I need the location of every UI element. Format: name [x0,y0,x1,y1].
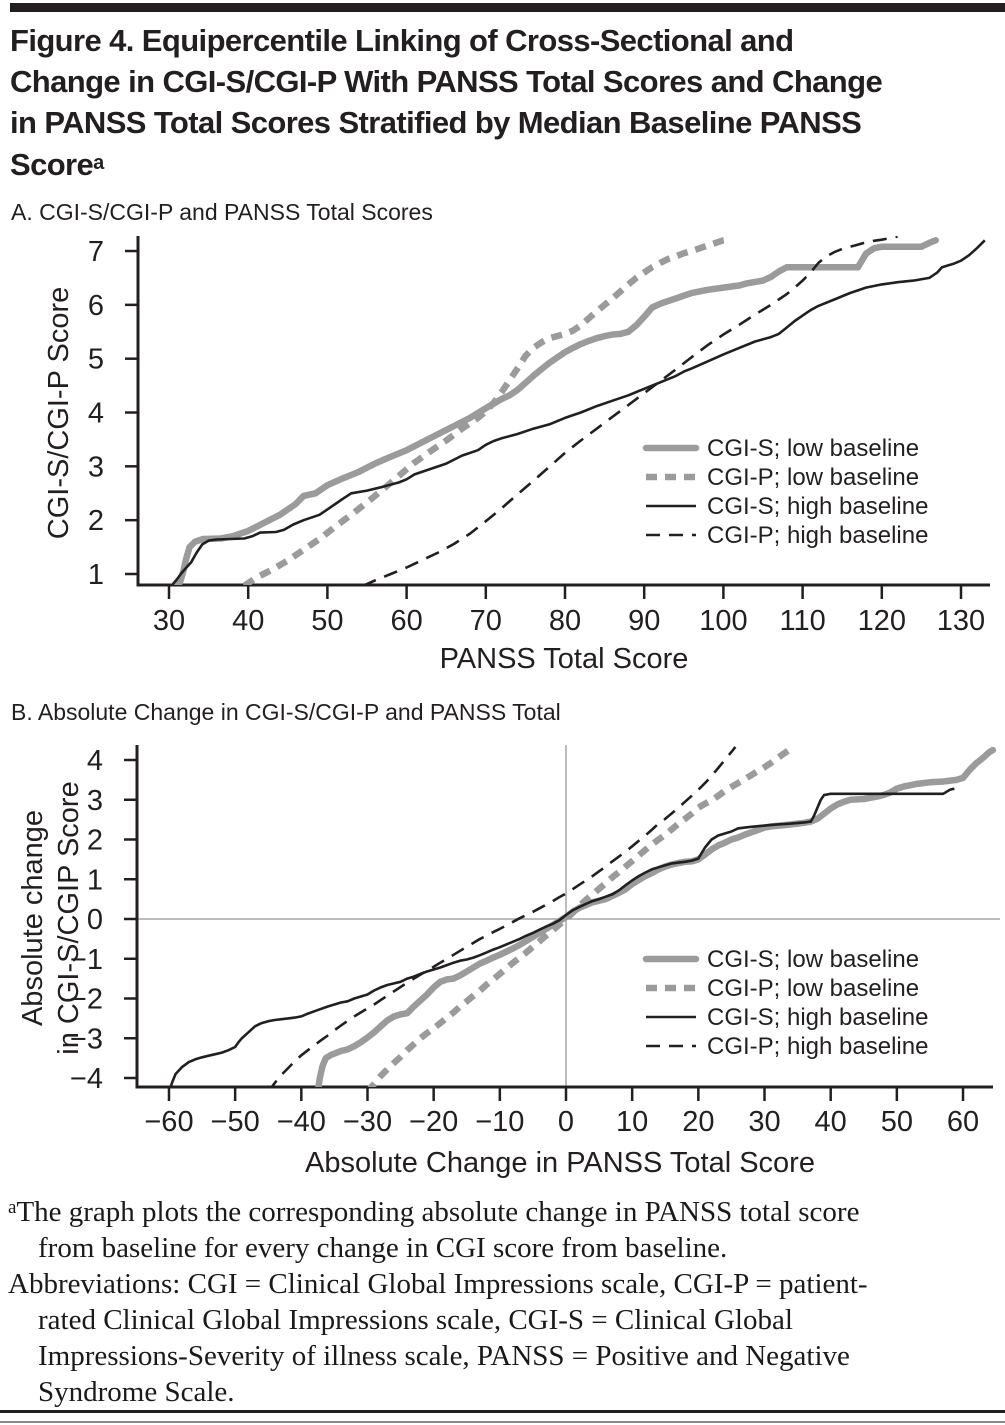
x-tick-label: 50 [881,1106,913,1138]
y-tick-label: 2 [87,825,103,857]
panel-b-x-axis-title: Absolute Change in PANSS Total Score [305,1147,815,1179]
legend-label-cgis-low: CGI-S; low baseline [707,946,919,973]
x-tick-label: 70 [470,605,502,637]
panel-a-y-axis-title: CGI-S/CGI-P Score [43,287,75,539]
figure-title-line2: Change in CGI-S/CGI-P With PANSS Total S… [10,64,883,99]
x-tick-label: −60 [144,1106,193,1138]
legend-label-cgip-low: CGI-P; low baseline [707,464,919,491]
y-tick-label: −3 [70,1023,103,1055]
x-tick-label: 60 [947,1106,979,1138]
x-tick-label: 60 [390,605,422,637]
figure-title-line1: Figure 4. Equipercentile Linking of Cros… [10,23,794,58]
panel-b-legend: CGI-S; low baseline CGI-P; low baseline … [642,946,928,1060]
panel-a-line-cgip-high [362,236,898,585]
y-tick-label: 3 [87,785,103,817]
panel-a-ticks: 30 40 50 60 70 80 90 100 110 120 130 1 2 3 4 5 6 7 [88,236,985,637]
panel-b-subtitle: B. Absolute Change in CGI-S/CGI-P and PA… [11,699,561,725]
y-tick-label: 7 [88,236,104,268]
y-tick-label: 1 [88,559,104,591]
y-tick-label: 4 [88,398,104,430]
y-tick-label: 5 [88,344,104,376]
panel-b-line-cgip-low [367,746,793,1087]
panel-a-axes [136,236,990,587]
legend-label-cgis-low: CGI-S; low baseline [707,435,919,462]
y-tick-label: −1 [70,944,103,976]
x-tick-label: −30 [343,1106,392,1138]
figure-title-superscript: a [93,152,104,174]
panel-b-y-axis-title-line2: in CGI-S/CGIP Score [53,781,85,1054]
x-tick-label: −20 [409,1106,458,1138]
x-tick-label: −40 [277,1106,326,1138]
x-tick-label: 20 [682,1106,714,1138]
panel-b-line-cgip-high [270,746,737,1087]
panel-b-axes [135,745,993,1089]
y-tick-label: −4 [70,1063,103,1095]
x-tick-label: 90 [628,605,660,637]
x-tick-label: 50 [311,605,343,637]
panel-b-ticks: −60 −50 −40 −30 −20 −10 0 10 20 30 40 50 60−4−3−2−10… [70,745,979,1138]
footnote-line: rated Clinical Global Impressions scale,… [38,1304,793,1336]
x-tick-label: 0 [558,1106,574,1138]
figure-title-line3: in PANSS Total Scores Stratified by Medi… [10,105,862,140]
panel-a-chart: 30 40 50 60 70 80 90 100 110 120 130 1 2 3 4 5 6 7 CGI-S;… [43,236,990,675]
y-tick-label: 2 [88,505,104,537]
footnote-line: aThe graph plots the corresponding absol… [8,1196,860,1228]
panel-a-line-cgis-low [173,237,939,585]
footnote-line: Abbreviations: CGI = Clinical Global Imp… [8,1268,868,1300]
panel-a-line-cgis-high [170,239,986,585]
footnote-line: Syndrome Scale. [38,1376,235,1408]
x-tick-label: −50 [211,1106,260,1138]
x-tick-label: 130 [937,605,985,637]
bottom-rule [0,1410,1005,1413]
x-tick-label: 110 [779,605,825,637]
x-tick-label: 10 [616,1106,648,1138]
panel-a-x-axis-title: PANSS Total Score [440,643,689,675]
x-tick-label: 30 [153,605,185,637]
panel-a-line-cgip-low [242,236,732,585]
x-tick-label: 40 [815,1106,847,1138]
x-tick-label: 30 [748,1106,780,1138]
legend-label-cgip-high: CGI-P; high baseline [707,1033,928,1060]
footnote-superscript: a [8,1197,17,1218]
y-tick-label: 0 [87,904,103,936]
x-tick-label: 40 [232,605,264,637]
panel-b-line-cgis-low [315,746,997,1087]
y-tick-label: 6 [88,290,104,322]
legend-label-cgip-high: CGI-P; high baseline [707,522,928,549]
legend-label-cgip-low: CGI-P; low baseline [707,975,919,1002]
figure-title: Figure 4. Equipercentile Linking of Cros… [10,20,1000,185]
legend-label-cgis-high: CGI-S; high baseline [707,1004,928,1031]
x-tick-label: 100 [699,605,747,637]
bottom-rule-shadow [0,1421,1005,1423]
legend-label-cgis-high: CGI-S; high baseline [707,493,928,520]
y-tick-label: −2 [70,984,103,1016]
footnote-line: Impressions-Severity of illness scale, P… [38,1340,850,1372]
panel-a-legend: CGI-S; low baseline CGI-P; low baseline … [642,435,928,549]
y-tick-label: 3 [88,451,104,483]
footnote-line: from baseline for every change in CGI sc… [38,1232,728,1264]
x-tick-label: −10 [475,1106,524,1138]
panel-b-chart: −60 −50 −40 −30 −20 −10 0 10 20 30 40 50 60−4−3−2−10… [17,745,1000,1179]
figure-footnotes: aThe graph plots the corresponding absol… [8,1190,1000,1410]
panel-a-subtitle: A. CGI-S/CGI-P and PANSS Total Scores [11,199,433,225]
y-tick-label: 1 [87,864,103,896]
figure-title-line4: Score [10,147,94,182]
y-tick-label: 4 [87,745,103,777]
panel-b-line-cgis-high [169,787,955,1087]
x-tick-label: 120 [858,605,906,637]
top-rule [10,3,1005,12]
x-tick-label: 80 [549,605,581,637]
panel-b-y-axis-title-line1: Absolute change [17,810,49,1026]
